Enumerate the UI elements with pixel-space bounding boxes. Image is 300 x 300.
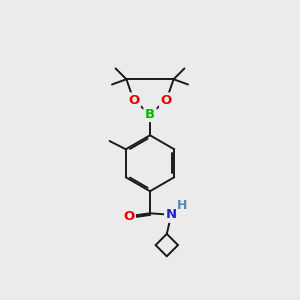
Text: B: B (145, 108, 155, 121)
Text: O: O (128, 94, 140, 107)
Text: O: O (160, 94, 172, 107)
Text: O: O (123, 210, 134, 223)
Text: N: N (166, 208, 177, 221)
Text: H: H (177, 199, 188, 212)
